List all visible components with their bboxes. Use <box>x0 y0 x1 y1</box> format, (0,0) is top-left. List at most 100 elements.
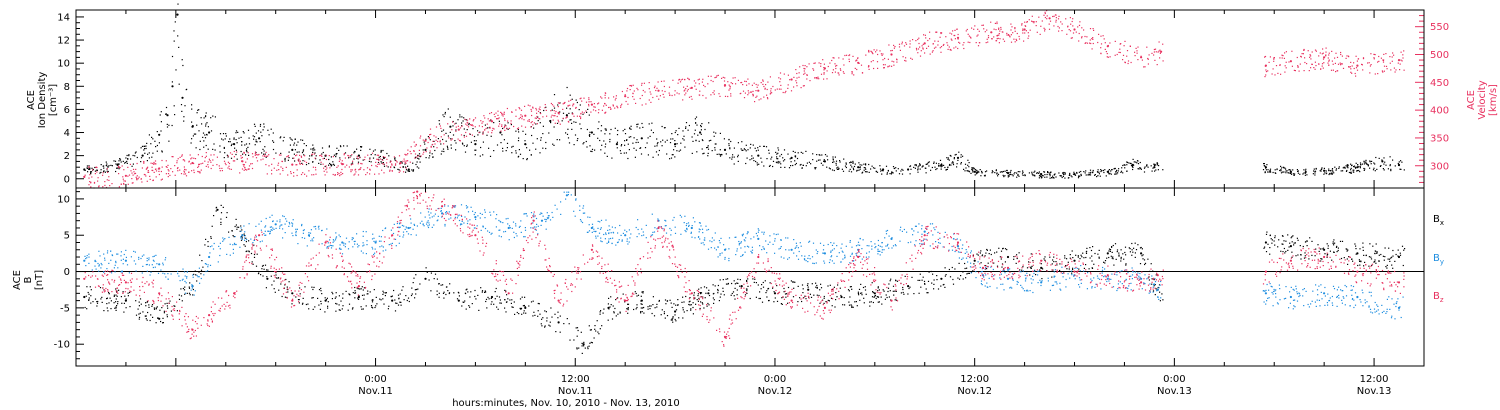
density-sample <box>1078 175 1080 177</box>
bx-sample <box>933 283 935 285</box>
velocity-sample <box>959 42 961 44</box>
bx-sample <box>426 271 428 273</box>
density-sample <box>1007 176 1009 178</box>
velocity-sample <box>302 163 304 165</box>
density-sample <box>1288 172 1290 174</box>
velocity-sample <box>435 126 438 128</box>
velocity-sample <box>763 96 765 98</box>
density-sample <box>566 133 569 135</box>
velocity-sample <box>1070 23 1072 25</box>
density-sample <box>783 149 786 151</box>
velocity-sample <box>1357 58 1360 60</box>
velocity-sample <box>1374 73 1376 75</box>
velocity-sample <box>707 83 709 85</box>
velocity-sample <box>1399 69 1401 71</box>
velocity-sample <box>432 140 434 142</box>
velocity-sample <box>654 85 656 87</box>
density-sample <box>405 169 408 171</box>
density-sample <box>264 146 266 148</box>
bx-sample <box>1079 258 1081 260</box>
density-sample <box>282 140 284 142</box>
bx-sample <box>658 300 660 302</box>
bx-sample <box>757 284 759 286</box>
density-sample <box>134 152 136 154</box>
density-sample <box>262 148 264 150</box>
bx-sample <box>1351 258 1353 260</box>
density-sample <box>652 132 654 134</box>
bx-sample <box>678 317 680 319</box>
density-sample <box>1054 173 1056 175</box>
density-sample <box>1079 175 1081 177</box>
density-sample <box>1062 173 1064 175</box>
bx-sample <box>1294 242 1296 244</box>
bx-sample <box>958 278 961 280</box>
density-sample <box>288 157 290 159</box>
velocity-sample <box>1016 39 1018 42</box>
velocity-sample <box>258 153 260 156</box>
density-sample <box>1147 166 1149 168</box>
bx-sample <box>945 274 947 276</box>
density-sample <box>477 134 479 136</box>
bx-sample <box>371 306 373 308</box>
bx-sample <box>972 254 974 257</box>
density-sample <box>477 130 479 132</box>
bx-sample <box>602 312 604 314</box>
bx-sample <box>1147 258 1149 260</box>
density-sample <box>203 146 205 148</box>
bx-sample <box>162 322 164 324</box>
velocity-sample <box>191 157 193 159</box>
velocity-sample <box>769 93 771 95</box>
velocity-sample <box>299 162 301 164</box>
velocity-sample <box>391 163 393 165</box>
bx-sample <box>614 307 616 310</box>
bx-sample <box>335 296 337 298</box>
velocity-sample <box>926 47 928 49</box>
bx-sample <box>166 302 168 304</box>
density-sample <box>741 141 743 143</box>
bx-sample <box>291 303 293 305</box>
bx-sample <box>1071 250 1073 252</box>
bx-sample <box>1154 284 1156 286</box>
bx-sample <box>506 294 508 296</box>
bx-sample <box>642 291 644 293</box>
bx-sample <box>723 294 725 296</box>
velocity-sample <box>844 54 846 57</box>
bx-sample <box>696 299 698 301</box>
bx-sample <box>445 286 448 288</box>
velocity-sample <box>1315 65 1317 67</box>
density-sample <box>482 132 484 134</box>
velocity-sample <box>406 160 408 162</box>
velocity-sample <box>993 36 995 38</box>
velocity-sample <box>351 169 353 171</box>
bx-sample <box>746 279 748 282</box>
velocity-sample <box>883 67 885 69</box>
velocity-data-point <box>1397 59 1401 62</box>
velocity-sample <box>940 32 942 34</box>
bx-sample <box>85 295 87 297</box>
bx-sample <box>972 270 974 272</box>
bx-sample <box>241 235 243 238</box>
density-sample <box>1268 171 1270 173</box>
density-sample <box>1263 163 1265 165</box>
bx-sample <box>96 305 98 307</box>
bx-sample <box>1315 248 1317 250</box>
velocity-sample <box>702 94 704 97</box>
density-sample <box>776 158 778 160</box>
velocity-sample <box>276 169 278 171</box>
bx-sample <box>414 297 416 299</box>
velocity-sample <box>660 80 663 82</box>
velocity-sample <box>1400 59 1402 61</box>
density-sample <box>360 146 362 148</box>
density-sample <box>824 154 827 156</box>
velocity-sample <box>430 145 432 147</box>
bx-sample <box>713 292 715 295</box>
bx-sample <box>617 297 619 299</box>
bx-sample <box>1159 291 1161 293</box>
velocity-sample <box>600 96 602 98</box>
velocity-sample <box>315 173 317 175</box>
density-sample <box>1360 164 1362 166</box>
velocity-data-point <box>83 175 86 178</box>
velocity-sample <box>519 116 521 119</box>
density-sample <box>719 155 722 157</box>
density-sample <box>219 151 221 153</box>
